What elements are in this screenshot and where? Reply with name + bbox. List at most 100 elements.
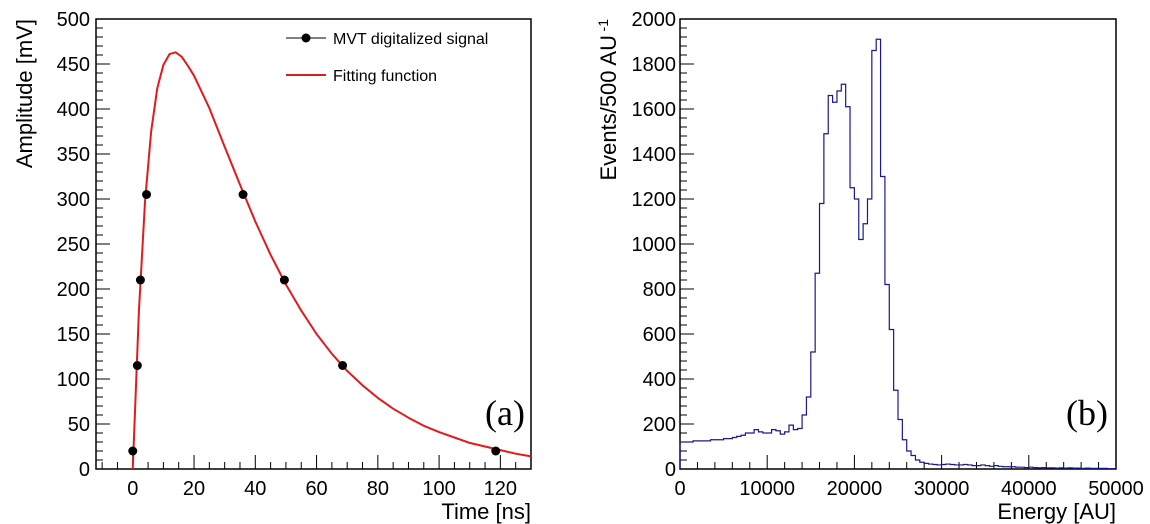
panel-a-x-tick-label: 80 xyxy=(367,478,389,500)
panel-b-y-tick-label: 1200 xyxy=(632,189,677,211)
histogram-bin xyxy=(854,199,858,469)
panel-a-y-tick-label: 0 xyxy=(79,459,90,481)
histogram-bin xyxy=(715,440,719,469)
panel-b: 0 10000 20000 30000 40000 50000 0 200 400 600 800 1… xyxy=(595,9,1144,524)
panel-a-ticks xyxy=(96,18,532,470)
histogram-bin xyxy=(711,440,715,469)
histogram-bin xyxy=(763,433,767,469)
signal-point xyxy=(238,190,248,199)
panel-b-x-tick-label: 20000 xyxy=(827,478,883,500)
histogram-bin xyxy=(942,465,946,470)
histogram-bin xyxy=(981,465,985,469)
histogram-bin xyxy=(955,465,959,469)
signal-point xyxy=(135,275,145,285)
histogram-bin xyxy=(963,465,967,470)
histogram-bin xyxy=(693,441,697,469)
histogram-bin xyxy=(798,429,802,470)
panel-b-y-tick-label: 1800 xyxy=(632,54,677,76)
histogram-bin xyxy=(859,240,863,470)
histogram-bin xyxy=(776,431,780,469)
fit-function-line xyxy=(131,51,532,470)
histogram-bin xyxy=(750,433,754,469)
panel-b-x-tick-label: 50000 xyxy=(1088,478,1144,500)
histogram-bin xyxy=(824,134,828,469)
panel-a-x-tick-label: 0 xyxy=(127,478,138,500)
histogram-bin xyxy=(907,451,911,469)
histogram-bin xyxy=(867,199,871,469)
histogram-bin xyxy=(902,440,906,469)
panel-a-tick-labels: 0 20 40 60 80 100 120 0 50 100 150 200 250 300 350 400 4… xyxy=(57,9,517,500)
histogram-bin xyxy=(785,432,789,469)
panel-a-x-tick-label: 120 xyxy=(484,478,517,500)
panel-a-x-tick-label: 60 xyxy=(305,478,327,500)
histogram-bin xyxy=(820,204,824,470)
histogram-bin xyxy=(724,439,728,469)
panel-a-y-tick-label: 450 xyxy=(57,54,90,76)
histogram-bin xyxy=(728,439,732,469)
panel-a-y-tick-label: 200 xyxy=(57,279,90,301)
histogram-bin xyxy=(846,107,850,469)
histogram-bin xyxy=(758,432,762,469)
histogram-bin xyxy=(876,39,880,469)
panel-a: 0 20 40 60 80 100 120 0 50 100 150 200 250 300 350 400 4… xyxy=(12,9,532,524)
histogram-bin xyxy=(968,465,972,469)
signal-point xyxy=(142,190,152,199)
histogram-bin xyxy=(815,273,819,469)
panel-a-y-tick-label: 50 xyxy=(68,414,90,436)
panel-a-y-axis-title: Amplitude [mV] xyxy=(12,19,37,168)
histogram-bin xyxy=(929,464,933,469)
histogram-bin xyxy=(680,442,684,469)
panel-b-y-tick-label: 0 xyxy=(665,459,676,481)
signal-point xyxy=(338,361,348,370)
histogram-bin xyxy=(946,464,950,469)
histogram-bin xyxy=(702,441,706,469)
histogram-bin xyxy=(915,460,919,469)
histogram-bin xyxy=(706,441,710,469)
panel-a-points-layer xyxy=(128,190,501,456)
histogram-outline xyxy=(679,38,1116,470)
legend-points-label: MVT digitalized signal xyxy=(333,31,488,48)
histogram-bin xyxy=(881,177,885,470)
panel-b-x-tick-label: 40000 xyxy=(1001,478,1057,500)
panel-b-x-tick-label: 0 xyxy=(674,478,685,500)
histogram-bin xyxy=(889,330,893,470)
panel-b-y-tick-label: 200 xyxy=(643,414,676,436)
panel-b-y-tick-label: 400 xyxy=(643,369,676,391)
histogram-bin xyxy=(689,442,693,469)
histogram-bin xyxy=(894,390,898,469)
panel-a-x-tick-label: 40 xyxy=(244,478,266,500)
histogram-bin xyxy=(937,465,941,469)
histogram-bin xyxy=(802,415,806,469)
panel-b-label: (b) xyxy=(1066,393,1108,433)
histogram-bin xyxy=(885,285,889,470)
panel-a-y-tick-label: 300 xyxy=(57,189,90,211)
histogram-bin xyxy=(863,224,867,469)
panel-a-y-tick-label: 500 xyxy=(57,9,90,31)
panel-b-x-axis-title: Energy [AU] xyxy=(997,499,1116,524)
histogram-bin xyxy=(833,102,837,469)
panel-a-y-tick-label: 150 xyxy=(57,324,90,346)
signal-point xyxy=(279,275,289,285)
histogram-bin xyxy=(898,420,902,470)
histogram-bin xyxy=(933,465,937,470)
histogram-bin xyxy=(850,188,854,469)
panel-b-y-tick-label: 1400 xyxy=(632,144,677,166)
histogram-bin xyxy=(732,438,736,470)
histogram-bin xyxy=(741,435,745,469)
histogram-bin xyxy=(920,462,924,469)
histogram-bin xyxy=(684,442,688,469)
signal-point xyxy=(128,446,138,456)
panel-b-y-axis-title-group: -1 Events/500 AU xyxy=(595,19,621,181)
histogram-bin xyxy=(754,430,758,469)
panel-b-y-tick-label: 800 xyxy=(643,279,676,301)
panel-b-y-tick-label: 600 xyxy=(643,324,676,346)
histogram-bin xyxy=(697,441,701,469)
panel-a-y-tick-label: 400 xyxy=(57,99,90,121)
panel-b-y-tick-label: 1600 xyxy=(632,99,677,121)
histogram-bin xyxy=(924,463,928,469)
panel-b-y-tick-label: 1000 xyxy=(632,234,677,256)
signal-point xyxy=(491,446,501,456)
histogram-bin xyxy=(806,397,810,469)
panel-a-x-axis-title: Time [ns] xyxy=(441,499,531,524)
